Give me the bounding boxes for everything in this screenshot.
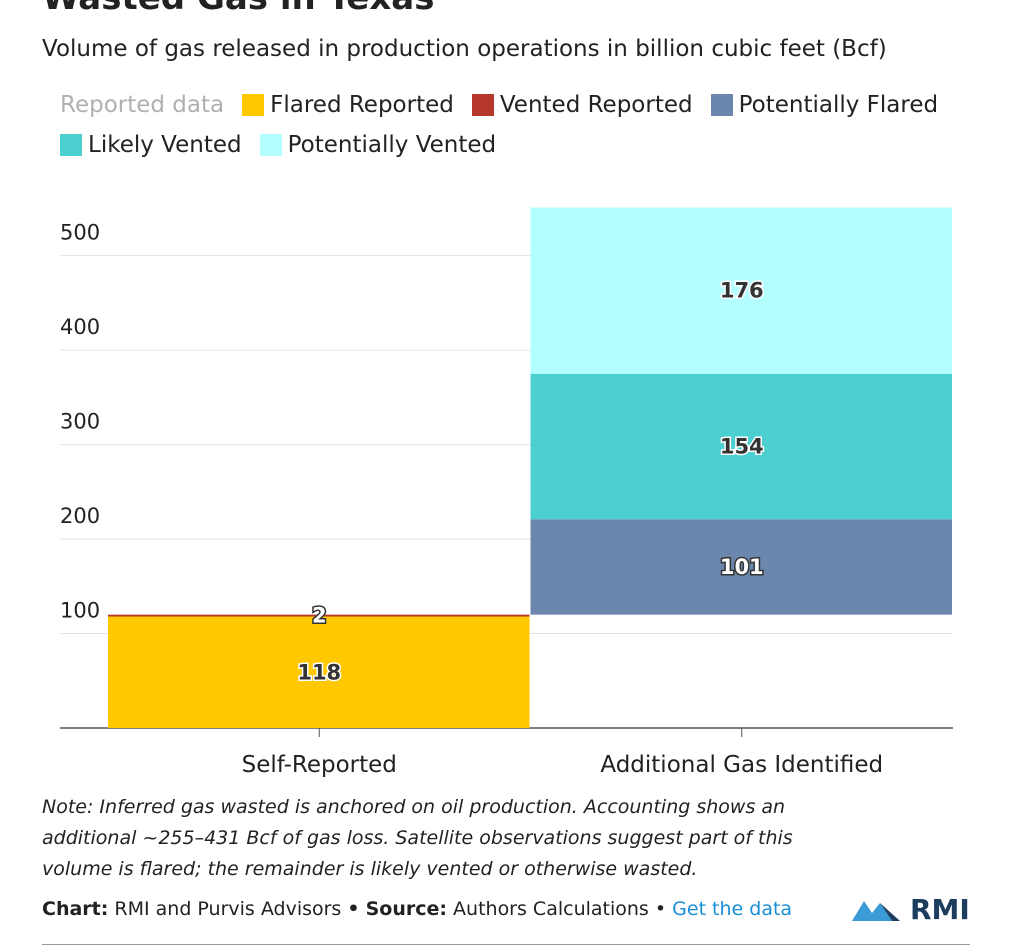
- y-tick-label: 400: [60, 315, 100, 339]
- rule: [42, 944, 970, 945]
- bar-segment: [108, 616, 530, 728]
- legend-label: Likely Vented: [88, 132, 242, 158]
- legend-swatch: [710, 94, 733, 116]
- bar-segment: [108, 614, 530, 617]
- legend-item: Flared Reported: [242, 92, 454, 118]
- footer: Chart: RMI and Purvis Advisors • Source:…: [42, 898, 792, 920]
- data-link[interactable]: Get the data: [672, 898, 793, 920]
- bar-segment: [530, 207, 952, 374]
- y-tick-label: 200: [60, 504, 100, 528]
- y-tick-label: 300: [60, 410, 100, 434]
- note: Note: Inferred gas wasted is anchored on…: [42, 796, 793, 880]
- logo-mark: [852, 900, 900, 921]
- data-label: 154: [720, 434, 764, 458]
- y-tick-label: 500: [60, 221, 100, 245]
- legend-title: Reported data: [60, 92, 225, 118]
- credit-label: Chart:: [42, 898, 109, 920]
- legend-swatch: [60, 134, 82, 156]
- legend-item: Likely Vented: [60, 132, 242, 158]
- legend-item: Potentially Vented: [259, 132, 497, 158]
- bar-segment: [530, 519, 952, 615]
- legend-item: Potentially Flared: [710, 92, 939, 118]
- data-label: 101: [720, 555, 764, 579]
- legend-swatch: [259, 134, 282, 156]
- legend-swatch: [471, 94, 494, 116]
- legend-swatch: [242, 94, 265, 116]
- bar-segment: [530, 373, 952, 520]
- data-label: 176: [720, 279, 764, 303]
- legend-label: Potentially Vented: [287, 132, 497, 158]
- legend-label: Potentially Flared: [738, 92, 939, 118]
- x-tick-label: Self-Reported: [242, 752, 397, 778]
- data-label: 2: [312, 604, 327, 628]
- source-label: Source:: [365, 898, 447, 920]
- legend-label: Flared Reported: [270, 92, 454, 118]
- x-tick-label: Additional Gas Identified: [600, 752, 883, 778]
- legend: Reported data Flared Reported Vented Repo…: [60, 92, 960, 158]
- chart-title: Wasted Gas in Texas: [42, 0, 434, 18]
- data-label: 118: [297, 660, 341, 684]
- chart-subtitle: Volume of gas released in production ope…: [42, 36, 887, 62]
- logo: RMI: [850, 893, 970, 926]
- separator: •: [654, 898, 667, 920]
- source: Authors Calculations: [453, 898, 649, 920]
- y-tick-label: 100: [60, 599, 100, 623]
- logo-text: RMI: [910, 893, 970, 926]
- separator: •: [347, 898, 360, 920]
- legend-item: Vented Reported: [471, 92, 693, 118]
- legend-label: Vented Reported: [499, 92, 693, 118]
- credit: RMI and Purvis Advisors: [114, 898, 342, 920]
